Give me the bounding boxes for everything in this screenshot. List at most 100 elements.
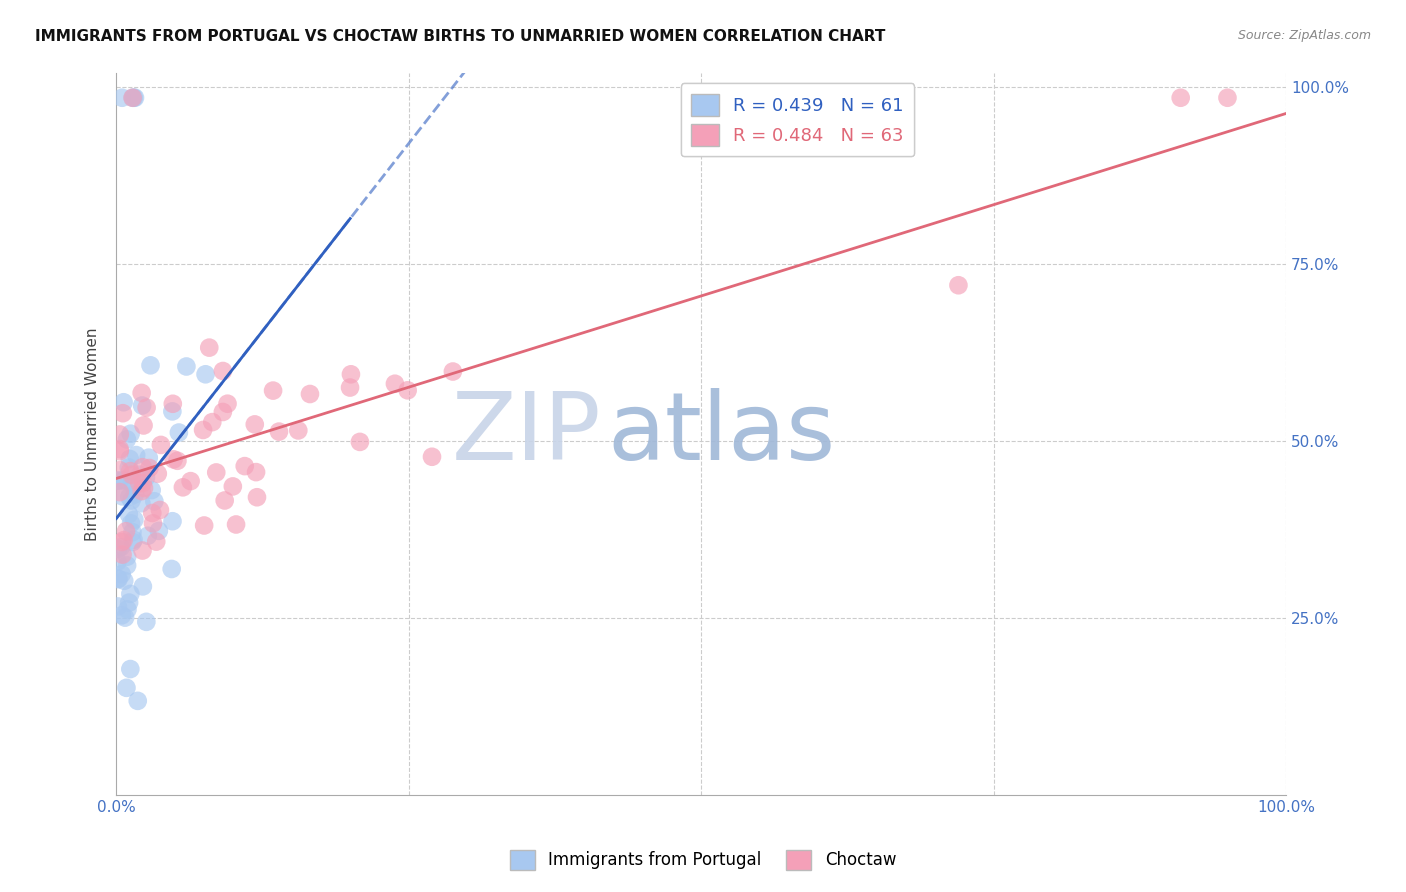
- Point: [162, 397, 184, 411]
- Point: [135, 401, 157, 415]
- Point: [118, 452, 141, 467]
- Point: [121, 535, 143, 549]
- Point: [124, 487, 146, 501]
- Point: [172, 480, 194, 494]
- Point: [162, 514, 184, 528]
- Text: Source: ZipAtlas.com: Source: ZipAtlas.com: [1237, 29, 1371, 42]
- Point: [225, 517, 247, 532]
- Point: [124, 91, 146, 105]
- Point: [198, 341, 221, 355]
- Point: [233, 459, 256, 474]
- Point: [131, 496, 153, 510]
- Point: [267, 425, 290, 439]
- Point: [132, 418, 155, 433]
- Y-axis label: Births to Unmarried Women: Births to Unmarried Women: [86, 327, 100, 541]
- Point: [167, 425, 190, 440]
- Point: [160, 562, 183, 576]
- Point: [112, 574, 135, 588]
- Point: [217, 397, 239, 411]
- Point: [112, 473, 135, 487]
- Point: [131, 399, 153, 413]
- Point: [112, 533, 135, 548]
- Point: [107, 572, 129, 586]
- Point: [396, 384, 419, 398]
- Point: [107, 572, 129, 586]
- Point: [118, 507, 141, 521]
- Point: [112, 395, 135, 409]
- Point: [122, 91, 145, 105]
- Point: [121, 91, 143, 105]
- Point: [135, 470, 157, 484]
- Point: [162, 404, 184, 418]
- Point: [143, 494, 166, 508]
- Point: [138, 461, 160, 475]
- Point: [132, 579, 155, 593]
- Text: IMMIGRANTS FROM PORTUGAL VS CHOCTAW BIRTHS TO UNMARRIED WOMEN CORRELATION CHART: IMMIGRANTS FROM PORTUGAL VS CHOCTAW BIRT…: [35, 29, 886, 44]
- Point: [262, 384, 284, 398]
- Point: [141, 506, 163, 520]
- Point: [128, 467, 150, 482]
- Point: [141, 483, 163, 497]
- Point: [339, 380, 361, 394]
- Point: [131, 385, 153, 400]
- Point: [128, 475, 150, 490]
- Point: [118, 490, 141, 504]
- Point: [121, 91, 143, 105]
- Point: [120, 464, 142, 478]
- Point: [162, 452, 184, 467]
- Point: [201, 415, 224, 429]
- Point: [131, 543, 153, 558]
- Point: [148, 524, 170, 538]
- Point: [115, 681, 138, 695]
- Point: [222, 479, 245, 493]
- Point: [121, 475, 143, 490]
- Point: [120, 516, 142, 531]
- Point: [212, 364, 235, 378]
- Point: [114, 610, 136, 624]
- Point: [115, 549, 138, 564]
- Point: [1216, 91, 1239, 105]
- Point: [111, 567, 134, 582]
- Point: [145, 534, 167, 549]
- Point: [193, 518, 215, 533]
- Point: [115, 524, 138, 539]
- Point: [176, 359, 198, 374]
- Text: atlas: atlas: [607, 388, 835, 480]
- Point: [136, 529, 159, 543]
- Legend: R = 0.439   N = 61, R = 0.484   N = 63: R = 0.439 N = 61, R = 0.484 N = 63: [681, 84, 914, 156]
- Point: [135, 615, 157, 629]
- Point: [131, 484, 153, 499]
- Point: [180, 474, 202, 488]
- Point: [108, 474, 131, 488]
- Point: [139, 359, 162, 373]
- Point: [122, 479, 145, 493]
- Point: [211, 405, 233, 419]
- Legend: Immigrants from Portugal, Choctaw: Immigrants from Portugal, Choctaw: [503, 843, 903, 877]
- Point: [124, 513, 146, 527]
- Point: [149, 438, 172, 452]
- Point: [110, 540, 132, 554]
- Point: [122, 533, 145, 547]
- Point: [420, 450, 443, 464]
- Point: [1170, 91, 1192, 105]
- Point: [121, 525, 143, 540]
- Point: [108, 463, 131, 477]
- Point: [111, 406, 134, 420]
- Point: [107, 599, 129, 614]
- Point: [115, 433, 138, 447]
- Point: [194, 368, 217, 382]
- Point: [117, 602, 139, 616]
- Point: [245, 465, 267, 479]
- Point: [214, 493, 236, 508]
- Point: [142, 516, 165, 531]
- Point: [111, 535, 134, 549]
- Point: [118, 460, 141, 475]
- Point: [298, 387, 321, 401]
- Point: [120, 493, 142, 508]
- Point: [149, 503, 172, 517]
- Point: [441, 365, 464, 379]
- Point: [243, 417, 266, 432]
- Point: [111, 548, 134, 562]
- Point: [340, 368, 363, 382]
- Point: [191, 423, 214, 437]
